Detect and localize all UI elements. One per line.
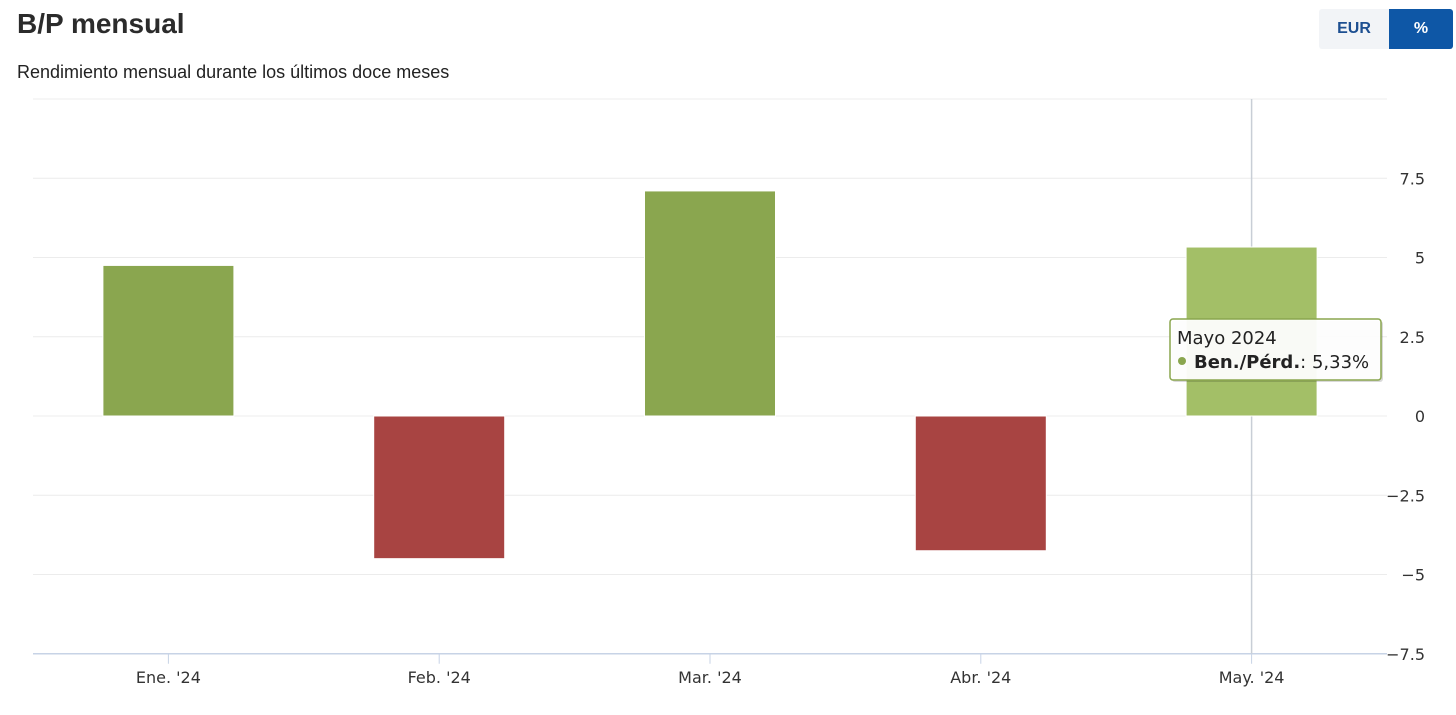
chart-subtitle: Rendimiento mensual durante los últimos … [17,62,450,82]
tooltip-series-line: Ben./Pérd.: 5,33% [1194,352,1369,373]
tooltip-title: Mayo 2024 [1177,328,1277,349]
x-tick-label: Ene. '24 [136,668,201,687]
y-tick-label: −5 [1401,566,1425,585]
tooltip-series-label: Ben./Pérd. [1194,352,1300,373]
x-tick-label: Mar. '24 [678,668,742,687]
bar [102,264,235,417]
x-tick-label: May. '24 [1219,668,1285,687]
y-tick-label: 7.5 [1400,169,1425,188]
percent-button[interactable]: % [1389,9,1453,49]
bar [644,190,776,417]
bar [373,415,506,560]
tooltip-box [1169,318,1382,381]
y-tick-label: −2.5 [1386,486,1425,505]
eur-button[interactable]: EUR [1319,9,1389,49]
chart-title: B/P mensual [17,8,185,39]
y-tick-label: 2.5 [1400,328,1425,347]
y-tick-label: −7.5 [1386,645,1425,664]
y-tick-label: 5 [1415,249,1425,268]
tooltip-value: : 5,33% [1300,352,1369,373]
x-tick-label: Abr. '24 [950,668,1011,687]
tooltip-series-dot [1178,357,1186,365]
y-tick-label: 0 [1415,407,1425,426]
bar [914,415,1047,552]
unit-toggle: EUR % [1319,9,1453,49]
x-tick-label: Feb. '24 [408,668,471,687]
